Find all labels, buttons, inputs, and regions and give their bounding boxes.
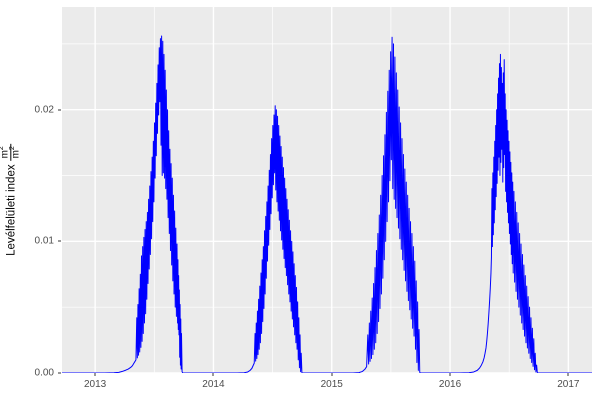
x-tick-mark: [212, 373, 214, 376]
x-tick-mark: [331, 373, 333, 376]
x-tick-mark: [449, 373, 451, 376]
y-tick-label: 0.00: [34, 367, 54, 379]
grid-minor-lines: [62, 7, 592, 373]
x-tick-label: 2013: [84, 379, 107, 390]
y-axis-tick-labels: 0.00 0.01 0.02: [18, 0, 54, 400]
y-tick-mark: [58, 240, 61, 242]
x-axis-tick-marks: [0, 373, 600, 377]
x-tick-label: 2016: [438, 379, 462, 390]
y-tick-label: 0.01: [34, 235, 54, 247]
plot-panel: [62, 7, 592, 373]
x-tick-mark: [94, 373, 96, 376]
y-tick-label: 0.02: [34, 104, 54, 116]
plot-svg: [62, 7, 592, 373]
y-tick-mark: [58, 109, 61, 111]
y-axis-title-label: Levélfelületi index: [5, 164, 17, 256]
x-axis-tick-labels: 2013 2014 2015 2016 2017: [0, 379, 600, 395]
y-axis-tick-marks: [58, 0, 62, 400]
x-tick-mark: [567, 373, 569, 376]
x-tick-label: 2017: [557, 379, 580, 390]
x-tick-label: 2014: [202, 379, 225, 390]
x-tick-label: 2015: [320, 379, 343, 390]
series-line-levelfeluleti-index: [62, 35, 592, 373]
y-tick-mark: [58, 372, 61, 374]
